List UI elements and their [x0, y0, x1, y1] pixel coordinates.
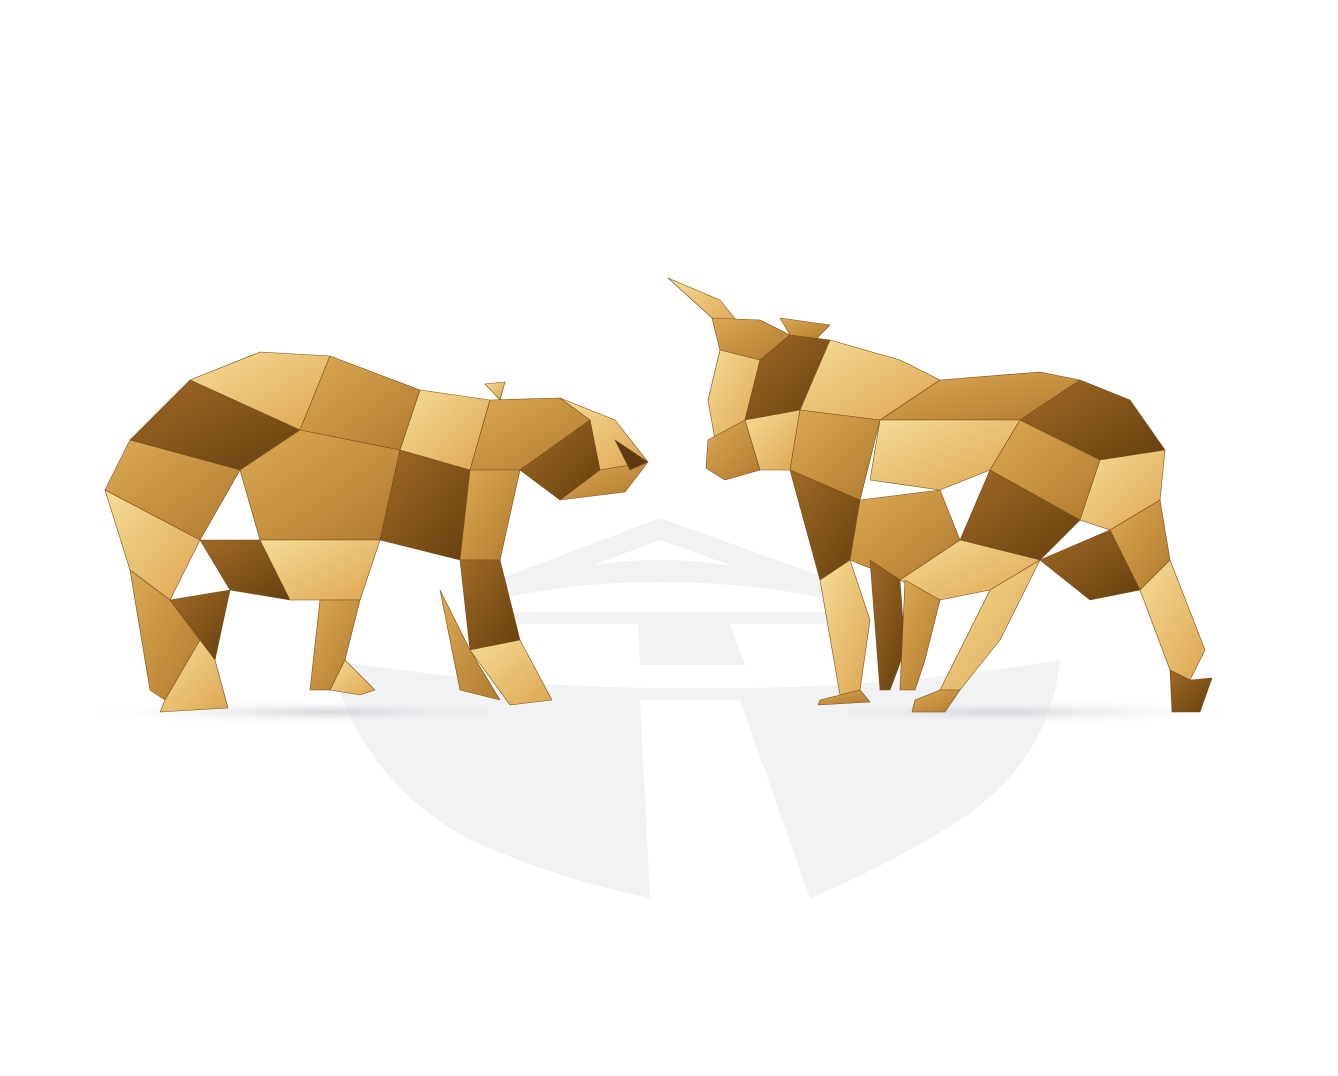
bull-figure [667, 277, 1213, 713]
bear-figure [104, 351, 649, 713]
ground-shadow [70, 698, 1250, 726]
